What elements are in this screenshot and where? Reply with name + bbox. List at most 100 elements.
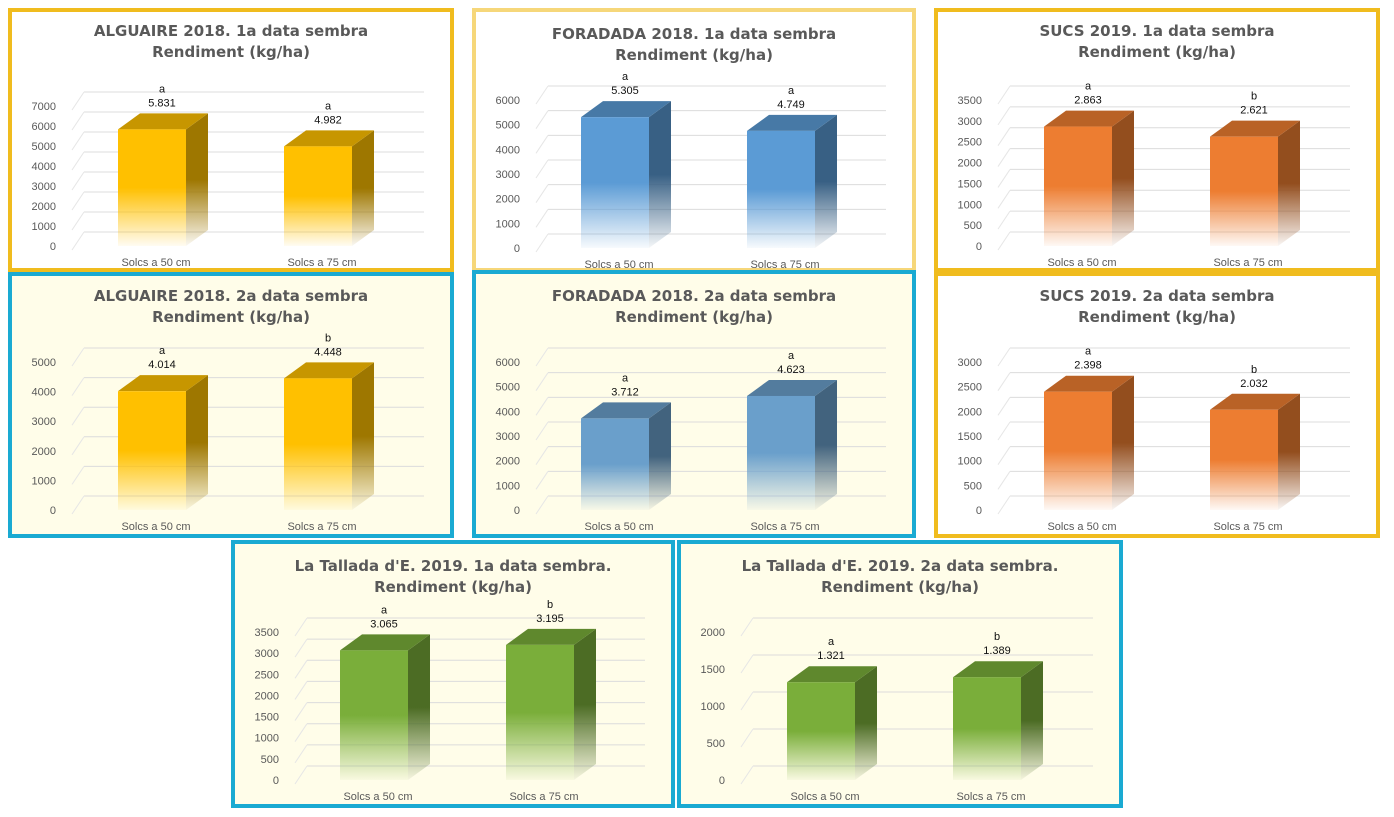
bar-top bbox=[1044, 375, 1134, 392]
y-tick-label: 4000 bbox=[496, 144, 520, 156]
bar-top bbox=[581, 402, 671, 419]
y-tick-label: 3000 bbox=[958, 116, 982, 128]
y-tick-label: 4000 bbox=[32, 161, 56, 173]
y-tick-label: 3000 bbox=[255, 648, 279, 660]
gridline-side bbox=[294, 744, 308, 764]
chart-panel-sucs-2: SUCS 2019. 2a data sembra Rendiment (kg/… bbox=[934, 272, 1380, 538]
gridline-side bbox=[71, 91, 85, 111]
gridline-side bbox=[294, 681, 308, 700]
gridline-side bbox=[535, 347, 549, 367]
gridline-side bbox=[997, 397, 1011, 416]
bar-front bbox=[1210, 136, 1278, 246]
value-label: 4.749 bbox=[777, 99, 805, 111]
bar-front bbox=[581, 418, 649, 510]
bar-side bbox=[1278, 120, 1300, 246]
bar-1 bbox=[1044, 110, 1134, 247]
significance-letter: a bbox=[622, 372, 629, 384]
chart-subtitle: Rendiment (kg/ha) bbox=[152, 308, 310, 326]
value-label: 3.065 bbox=[370, 618, 398, 630]
bar-1 bbox=[118, 375, 208, 510]
significance-letter: b bbox=[547, 599, 553, 611]
bar-1 bbox=[118, 113, 208, 246]
chart-panel-alguaire-1: ALGUAIRE 2018. 1a data sembra Rendiment … bbox=[8, 8, 454, 272]
y-tick-label: 2500 bbox=[958, 382, 982, 394]
y-tick-label: 3000 bbox=[32, 181, 56, 193]
y-axis: 0 1000 2000 3000 4000 5000 bbox=[32, 357, 56, 517]
chart-subtitle: Rendiment (kg/ha) bbox=[1078, 43, 1236, 61]
x-tick-label: Solcs a 50 cm bbox=[343, 791, 412, 803]
value-label: 4.623 bbox=[777, 364, 805, 376]
chart-panel-tallada-2: La Tallada d'E. 2019. 2a data sembra. Re… bbox=[677, 540, 1123, 808]
y-tick-label: 1000 bbox=[958, 456, 982, 468]
bar-side bbox=[815, 379, 837, 510]
chart-plot: 0 500 1000 1500 2000 2500 3000 a 2.398 Solcs a 50… bbox=[958, 346, 1350, 533]
bar-front bbox=[118, 391, 186, 510]
chart-subtitle: Rendiment (kg/ha) bbox=[615, 308, 773, 326]
y-axis: 0 500 1000 1500 2000 2500 3000 bbox=[958, 357, 982, 517]
y-tick-label: 1500 bbox=[255, 712, 279, 724]
gridline-side bbox=[997, 85, 1011, 105]
x-tick-label: Solcs a 50 cm bbox=[121, 521, 190, 533]
gridline-side bbox=[71, 111, 85, 131]
chart-subtitle: Rendiment (kg/ha) bbox=[152, 43, 310, 61]
bar-side bbox=[408, 634, 430, 780]
bar-front bbox=[747, 395, 815, 510]
gridline-side bbox=[997, 347, 1011, 367]
gridline-side bbox=[535, 421, 549, 441]
bar-side bbox=[574, 628, 596, 780]
significance-letter: a bbox=[828, 636, 835, 648]
y-tick-label: 0 bbox=[514, 243, 520, 255]
y-tick-label: 1000 bbox=[32, 221, 56, 233]
y-tick-label: 500 bbox=[964, 480, 982, 492]
gridline-side bbox=[997, 231, 1011, 251]
gridline-side bbox=[740, 691, 754, 711]
value-label: 2.621 bbox=[1240, 105, 1268, 117]
bar-side bbox=[1021, 661, 1043, 780]
bar-1 bbox=[340, 634, 430, 780]
gridline-side bbox=[71, 436, 85, 456]
bar-1 bbox=[1044, 375, 1134, 510]
y-tick-label: 3000 bbox=[496, 431, 520, 443]
y-tick-label: 5000 bbox=[32, 141, 56, 153]
bar-front bbox=[1044, 126, 1112, 246]
y-tick-label: 2500 bbox=[958, 137, 982, 149]
significance-letter: a bbox=[788, 350, 795, 362]
y-tick-label: 2000 bbox=[496, 456, 520, 468]
x-tick-label: Solcs a 75 cm bbox=[750, 259, 819, 268]
gridline-side bbox=[71, 191, 85, 211]
y-tick-label: 2000 bbox=[958, 158, 982, 170]
gridline-side bbox=[535, 110, 549, 129]
bar-side bbox=[352, 130, 374, 246]
gridline-side bbox=[71, 347, 85, 367]
x-tick-label: Solcs a 50 cm bbox=[790, 791, 859, 803]
x-tick-label: Solcs a 75 cm bbox=[750, 521, 819, 533]
bar-2 bbox=[747, 114, 837, 248]
gridline-side bbox=[294, 638, 308, 658]
chart-title-block: La Tallada d'E. 2019. 2a data sembra. Re… bbox=[681, 556, 1119, 598]
significance-letter: b bbox=[1251, 91, 1257, 103]
y-tick-label: 2000 bbox=[701, 627, 725, 639]
value-label: 2.398 bbox=[1074, 360, 1102, 372]
bar-side bbox=[649, 101, 671, 248]
y-tick-label: 2000 bbox=[255, 690, 279, 702]
chart-panel-sucs-1: SUCS 2019. 1a data sembra Rendiment (kg/… bbox=[934, 8, 1380, 272]
y-tick-label: 500 bbox=[261, 754, 279, 766]
chart-title: FORADADA 2018. 1a data sembra bbox=[551, 25, 837, 43]
gridline-side bbox=[740, 728, 754, 748]
bar-front bbox=[747, 130, 815, 248]
chart-panel-foradada-2: FORADADA 2018. 2a data sembra Rendiment … bbox=[472, 270, 916, 538]
y-tick-label: 2000 bbox=[958, 406, 982, 418]
bar-top bbox=[581, 101, 671, 118]
bar-2 bbox=[506, 628, 596, 780]
gridline-side bbox=[294, 723, 308, 742]
chart-plot: 0 500 1000 1500 2000 2500 3000 3500 a 3.065 Solcs … bbox=[255, 599, 645, 803]
y-tick-label: 0 bbox=[976, 505, 982, 517]
gridline-side bbox=[71, 131, 85, 151]
x-tick-label: Solcs a 75 cm bbox=[287, 521, 356, 533]
bar-front bbox=[953, 677, 1021, 780]
chart-title-block: SUCS 2019. 1a data sembra Rendiment (kg/… bbox=[938, 21, 1376, 63]
chart-title: La Tallada d'E. 2019. 1a data sembra. bbox=[294, 557, 612, 575]
chart-title: La Tallada d'E. 2019. 2a data sembra. bbox=[741, 557, 1059, 575]
significance-letter: a bbox=[325, 100, 332, 112]
y-axis: 0 500 1000 1500 2000 2500 3000 3500 bbox=[255, 627, 279, 787]
